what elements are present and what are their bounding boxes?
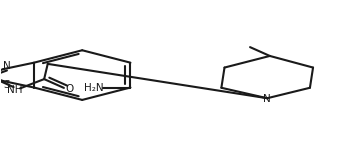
Text: N: N <box>3 61 11 71</box>
Text: S: S <box>4 80 10 89</box>
Text: H₂N: H₂N <box>84 82 104 93</box>
Text: N: N <box>263 94 271 104</box>
Text: O: O <box>66 84 74 94</box>
Text: NH: NH <box>7 85 23 95</box>
